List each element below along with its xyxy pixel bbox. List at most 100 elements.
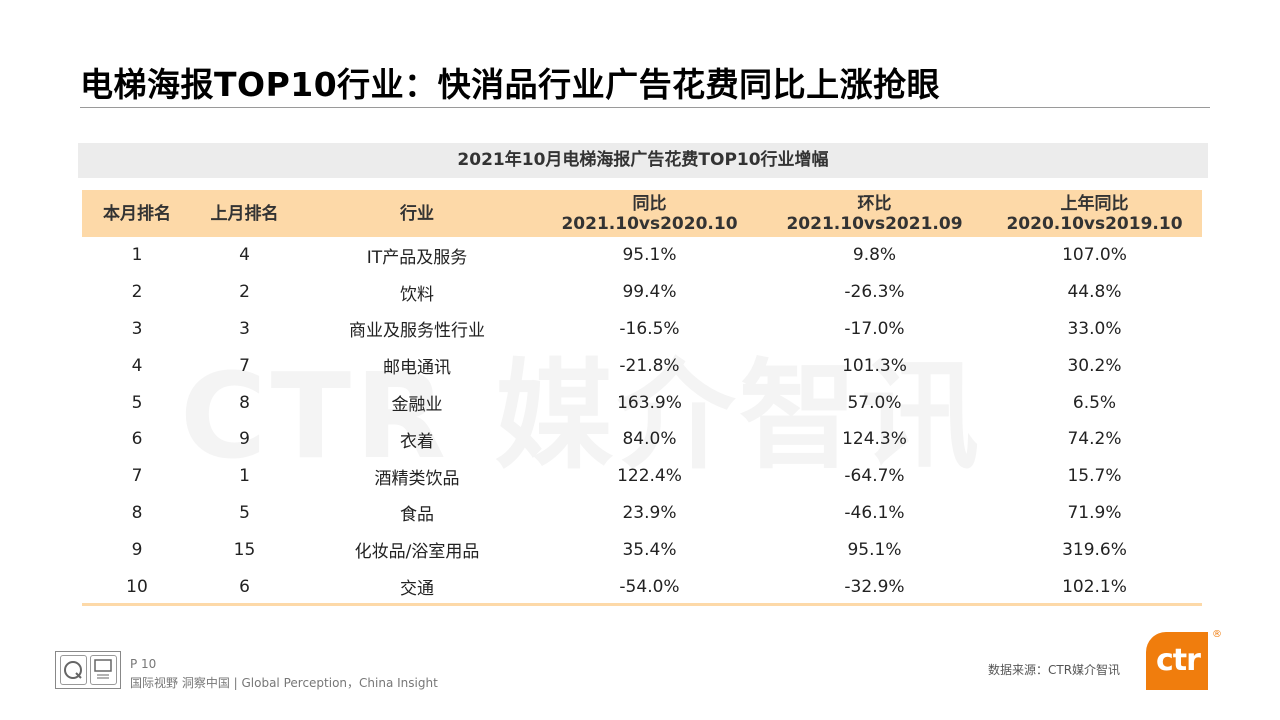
footer-slogan: 国际视野 洞察中国 | Global Perception，China Insi… (130, 676, 438, 690)
table-cell: 101.3% (842, 355, 907, 376)
table-cell: 3 (131, 318, 143, 339)
table-cell: 44.8% (1067, 282, 1122, 303)
table-caption: 2021年10月电梯海报广告花费TOP10行业增幅 (78, 143, 1208, 178)
table-cell: -17.0% (844, 318, 905, 339)
page-number: P 10 (130, 657, 157, 671)
table-cell: 7 (239, 355, 250, 376)
table-cell: IT产品及服务 (366, 247, 468, 268)
table-row: 8 5 食品 23.9% -46.1% 71.9% (82, 495, 1202, 532)
table-bottom-rule (82, 603, 1202, 606)
table-cell: 5 (239, 502, 250, 523)
table-cell: 35.4% (622, 539, 677, 560)
table-cell: 4 (131, 355, 143, 376)
table-cell: 8 (131, 502, 143, 523)
table-cell: -26.3% (844, 282, 905, 303)
table-cell: 163.9% (617, 392, 682, 413)
column-header-label: 上年同比 (1060, 193, 1129, 214)
table-row: 9 15 化妆品/浴室用品 35.4% 95.1% 319.6% (82, 531, 1202, 568)
table-cell: 化妆品/浴室用品 (354, 542, 480, 563)
table-cell: 23.9% (622, 502, 677, 523)
column-header: 环比 2021.10vs2021.09 (762, 190, 987, 237)
table-row: 5 8 金融业 163.9% 57.0% 6.5% (82, 384, 1202, 421)
table-row: 6 9 衣着 84.0% 124.3% 74.2% (82, 421, 1202, 458)
table-row: 1 4 IT产品及服务 95.1% 9.8% 107.0% (82, 237, 1202, 274)
table-cell: 衣着 (400, 431, 434, 452)
table-cell: 4 (239, 245, 250, 266)
column-header: 上年同比 2020.10vs2019.10 (987, 190, 1202, 237)
column-header-period: 2021.10vs2020.10 (561, 213, 738, 234)
table-cell: 74.2% (1067, 429, 1122, 450)
table-cell: 2 (131, 282, 143, 303)
column-header: 同比 2021.10vs2020.10 (537, 190, 762, 237)
slide-title: 电梯海报TOP10行业：快消品行业广告花费同比上涨抢眼 (80, 65, 941, 104)
table-header-row: 本月排名 上月排名 行业 同比 2021.10vs2020.10 环比 2021.10vs2… (82, 190, 1202, 237)
table-cell: 99.4% (622, 282, 677, 303)
table-cell: 8 (239, 392, 250, 413)
table-row: 2 2 饮料 99.4% -26.3% 44.8% (82, 274, 1202, 311)
table-cell: 2 (239, 282, 250, 303)
table-row: 10 6 交通 -54.0% -32.9% 102.1% (82, 568, 1202, 605)
column-header: 本月排名 (82, 190, 192, 237)
table-cell: -32.9% (844, 576, 905, 597)
table-cell: 6 (131, 429, 143, 450)
table-cell: 122.4% (617, 466, 682, 487)
column-header-label: 环比 (857, 193, 892, 214)
table-cell: 金融业 (391, 395, 443, 416)
table-cell: -46.1% (844, 502, 905, 523)
industry-growth-table: 本月排名 上月排名 行业 同比 2021.10vs2020.10 环比 2021.10vs2… (82, 190, 1202, 605)
table-cell: 71.9% (1067, 502, 1122, 523)
table-cell: 商业及服务性行业 (349, 321, 485, 342)
data-source: 数据来源：CTR媒介智讯 (988, 663, 1121, 677)
table-cell: 饮料 (400, 284, 434, 305)
table-cell: -64.7% (844, 466, 905, 487)
table-cell: 1 (239, 466, 250, 487)
table-row: 3 3 商业及服务性行业 -16.5% -17.0% 33.0% (82, 311, 1202, 348)
sgs-certification-icon (89, 655, 117, 685)
title-divider (80, 107, 1210, 108)
table-cell: 9 (239, 429, 250, 450)
column-header-period: 2021.10vs2021.09 (786, 213, 963, 234)
table-cell: 15 (233, 539, 256, 560)
ctr-logo: ctr (1146, 632, 1208, 690)
table-cell: 1 (131, 245, 143, 266)
table-cell: 6 (239, 576, 250, 597)
table-cell: 10 (126, 576, 148, 597)
table-cell: 319.6% (1062, 539, 1127, 560)
table-cell: 9 (131, 539, 143, 560)
registered-mark: ® (1212, 629, 1222, 640)
column-header-label: 同比 (632, 193, 667, 214)
table-cell: 95.1% (622, 245, 677, 266)
table-cell: 7 (131, 466, 143, 487)
certification-logos (55, 651, 121, 689)
table-cell: 107.0% (1062, 245, 1127, 266)
table-row: 7 1 酒精类饮品 122.4% -64.7% 15.7% (82, 458, 1202, 495)
column-header-label: 上月排名 (210, 203, 279, 224)
table-cell: 3 (239, 318, 250, 339)
table-cell: 6.5% (1072, 392, 1117, 413)
table-cell: 102.1% (1062, 576, 1127, 597)
table-row: 4 7 邮电通讯 -21.8% 101.3% 30.2% (82, 347, 1202, 384)
table-cell: 30.2% (1067, 355, 1122, 376)
table-body: 1 4 IT产品及服务 95.1% 9.8% 107.0% 2 2 饮料 99.4% -26.3% 4… (82, 237, 1202, 605)
watermark: CTR 媒介智讯 (180, 347, 984, 485)
column-header-label: 本月排名 (103, 203, 171, 224)
column-header-period: 2020.10vs2019.10 (1006, 213, 1183, 234)
table-cell: -16.5% (619, 318, 680, 339)
table-cell: -21.8% (619, 355, 680, 376)
table-cell: 33.0% (1067, 318, 1122, 339)
table-cell: 15.7% (1067, 466, 1122, 487)
table-cell: 84.0% (622, 429, 677, 450)
table-cell: -54.0% (619, 576, 680, 597)
column-header: 行业 (297, 190, 537, 237)
table-cell: 9.8% (852, 245, 897, 266)
table-cell: 95.1% (847, 539, 902, 560)
table-cell: 5 (131, 392, 143, 413)
column-header: 上月排名 (192, 190, 297, 237)
table-cell: 124.3% (842, 429, 907, 450)
table-cell: 交通 (400, 579, 434, 600)
table-cell: 57.0% (847, 392, 902, 413)
table-cell: 食品 (400, 505, 434, 526)
q-certification-icon (59, 655, 87, 685)
table-cell: 酒精类饮品 (374, 468, 460, 489)
table-cell: 邮电通讯 (383, 358, 451, 379)
